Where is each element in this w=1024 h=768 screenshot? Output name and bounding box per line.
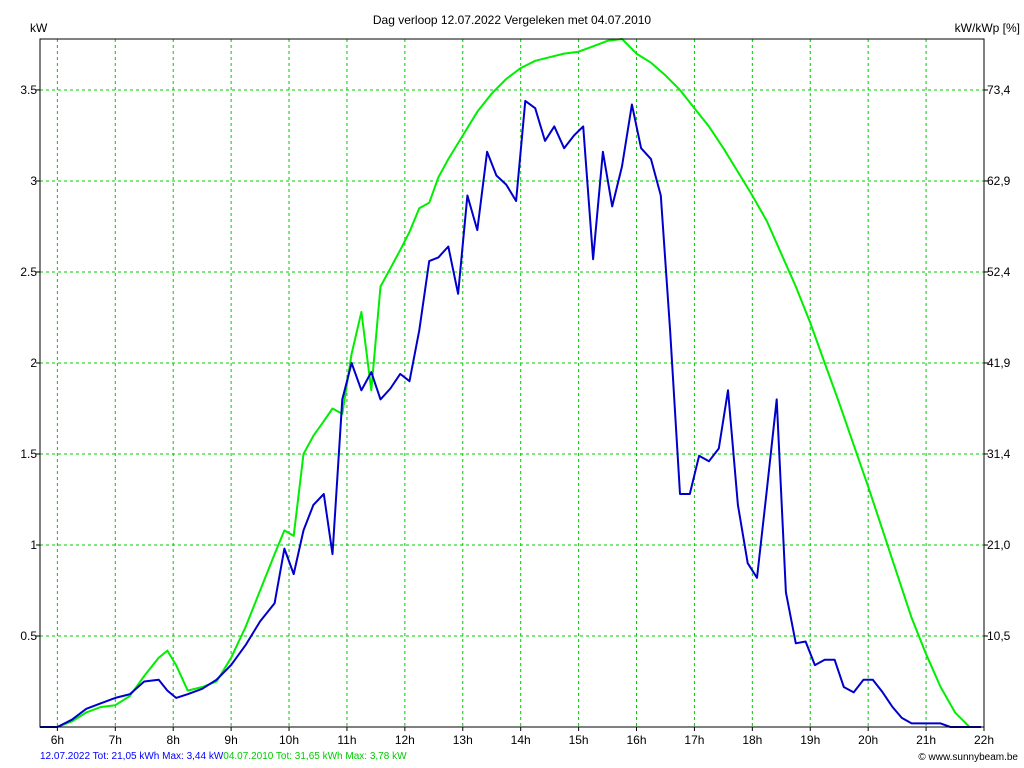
x-tick-label: 18h — [742, 733, 762, 747]
y-axis-right-label: kW/kWp [%] — [955, 21, 1020, 35]
y-tick-label-left: 1 — [30, 538, 37, 552]
y-tick-label-right: 62,9 — [987, 174, 1011, 188]
series-line-12-07-2022 — [40, 99, 982, 728]
x-tick-label: 9h — [224, 733, 237, 747]
x-tick-label: 12h — [395, 733, 415, 747]
grid — [40, 39, 985, 727]
x-tick-label: 17h — [684, 733, 704, 747]
x-tick-label: 11h — [337, 733, 356, 747]
y-tick-label-right: 31,4 — [987, 447, 1011, 461]
x-tick-label: 13h — [453, 733, 473, 747]
plot-frame — [39, 38, 985, 728]
x-tick-label: 16h — [626, 733, 646, 747]
x-tick-label: 19h — [800, 733, 820, 747]
x-tick-label: 10h — [279, 733, 299, 747]
x-tick-label: 22h — [974, 733, 994, 747]
x-tick-label: 14h — [511, 733, 531, 747]
credit-text: © www.sunnybeam.be — [918, 752, 1018, 763]
chart-title: Dag verloop 12.07.2022 Vergeleken met 04… — [373, 13, 652, 27]
y-axis-left-label: kW — [30, 21, 48, 35]
x-tick-label: 8h — [167, 733, 180, 747]
y-tick-label-left: 3 — [30, 174, 37, 188]
footer-summary: 12.07.2022 Tot: 21,05 kWh Max: 3,44 kW04… — [40, 751, 407, 762]
x-tick-label: 7h — [109, 733, 122, 747]
x-tick-label: 6h — [51, 733, 64, 747]
y-tick-label-right: 52,4 — [987, 265, 1011, 279]
y-tick-label-left: 0.5 — [20, 629, 37, 643]
series-lines — [40, 38, 982, 728]
y-tick-label-left: 3.5 — [20, 83, 37, 97]
y-tick-label-right: 41,9 — [987, 356, 1011, 370]
y-tick-label-right: 10,5 — [987, 629, 1011, 643]
y-tick-label-left: 1.5 — [20, 447, 37, 461]
footer-summary-2022: 12.07.2022 Tot: 21,05 kWh Max: 3,44 kW — [40, 751, 224, 762]
y-tick-label-right: 73,4 — [987, 83, 1011, 97]
x-tick-label: 20h — [858, 733, 878, 747]
x-tick-label: 15h — [569, 733, 589, 747]
x-tick-label: 21h — [916, 733, 936, 747]
series-line-04-07-2010 — [40, 38, 982, 728]
y-tick-label-left: 2.5 — [20, 265, 37, 279]
y-tick-label-right: 21,0 — [987, 538, 1011, 552]
footer-summary-2010: 04.07.2010 Tot: 31,65 kWh Max: 3,78 kW — [223, 751, 407, 762]
y-tick-label-left: 2 — [30, 356, 37, 370]
tick-labels: 6h 7h 8h 9h 10h 11h 12h 13h 14h 15h 16h 17h 18h 19h 20… — [20, 83, 1010, 747]
